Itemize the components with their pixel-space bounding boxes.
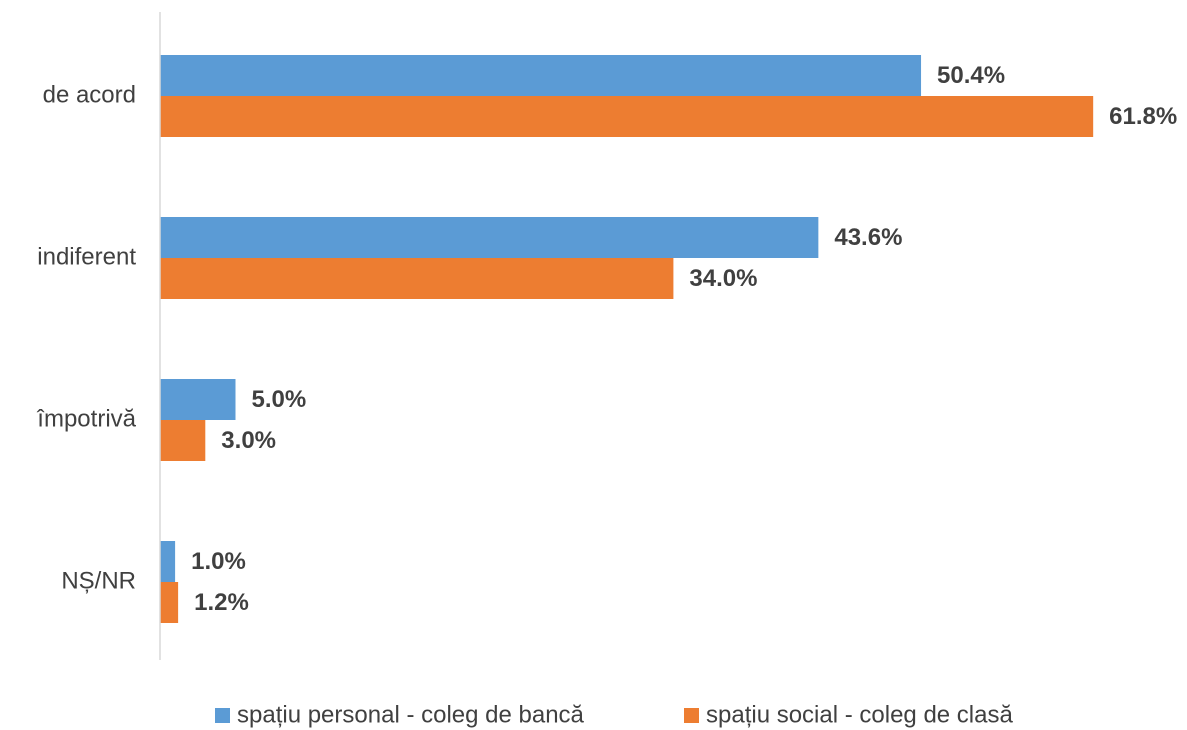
data-label-series0-cat-3: 1.0% xyxy=(191,548,246,575)
data-label-series1-cat-3: 1.2% xyxy=(194,589,249,616)
bar-series0-cat-3 xyxy=(160,541,176,582)
legend-label-series0: spațiu personal - coleg de bancă xyxy=(237,701,585,728)
data-label-series1-cat-1: 34.0% xyxy=(689,265,757,292)
legend: spațiu personal - coleg de bancă spațiu s… xyxy=(215,701,1013,728)
bar-series0-cat-2 xyxy=(160,379,236,420)
bar-series1-cat-2 xyxy=(160,420,206,461)
data-label-series1-cat-2: 3.0% xyxy=(221,427,276,454)
labels-layer: de acord 50.4% 61.8% indiferent 43.6% 34.0% îm… xyxy=(36,62,1177,616)
legend-swatch-series0 xyxy=(215,708,230,723)
data-label-series1-cat-0: 61.8% xyxy=(1109,103,1177,130)
bar-series1-cat-1 xyxy=(160,258,674,299)
category-label-cat-0: de acord xyxy=(43,81,136,108)
legend-label-series1: spațiu social - coleg de clasă xyxy=(706,701,1013,728)
data-label-series0-cat-1: 43.6% xyxy=(834,224,902,251)
bar-series0-cat-0 xyxy=(160,55,922,96)
category-label-cat-2: împotrivă xyxy=(36,405,136,432)
bar-series1-cat-0 xyxy=(160,96,1094,137)
data-label-series0-cat-0: 50.4% xyxy=(937,62,1005,89)
category-label-cat-1: indiferent xyxy=(37,243,136,270)
data-label-series0-cat-2: 5.0% xyxy=(252,386,307,413)
bar-series0-cat-1 xyxy=(160,217,819,258)
bars-layer xyxy=(160,55,1094,623)
legend-swatch-series1 xyxy=(684,708,699,723)
bar-series1-cat-3 xyxy=(160,582,179,623)
category-label-cat-3: NȘ/NR xyxy=(61,567,136,594)
